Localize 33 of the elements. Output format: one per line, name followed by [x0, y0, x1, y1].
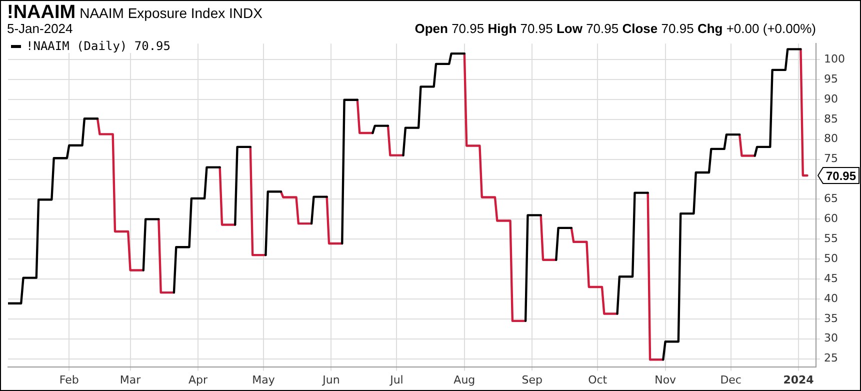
- y-tick-label: 35: [824, 312, 838, 325]
- x-tick-label: Apr: [188, 373, 208, 386]
- y-tick-label: 90: [824, 92, 838, 106]
- x-tick-label: Mar: [120, 373, 142, 386]
- y-tick-label: 85: [824, 112, 838, 126]
- text: Open 70.95 High 70.95 Low 70.95 Close 70.95 Chg +0.00 (+0.00%): [414, 21, 816, 36]
- chart-subtitle: NAAIM Exposure Index INDX: [80, 5, 262, 21]
- x-tick-label: Nov: [654, 373, 677, 386]
- x-tick-label: Jul: [389, 373, 404, 386]
- annotation: 70.95: [826, 168, 856, 183]
- y-tick-label: 95: [824, 72, 838, 86]
- y-tick-label: 80: [824, 132, 838, 146]
- x-tick-label: Feb: [59, 373, 79, 386]
- y-tick-label: 40: [824, 292, 838, 305]
- y-tick-label: 60: [824, 212, 838, 226]
- x-tick-label: Sep: [522, 373, 542, 386]
- x-tick-label: Jun: [322, 373, 340, 386]
- text: 5-Jan-2024: [7, 21, 73, 36]
- y-tick-label: 30: [824, 332, 838, 345]
- x-tick-label: Oct: [588, 373, 608, 386]
- legend-label: !NAAIM (Daily) 70.95: [26, 39, 170, 53]
- y-tick-label: 75: [824, 152, 838, 166]
- y-tick-label: 100: [824, 52, 845, 66]
- y-tick-label: 55: [824, 232, 838, 245]
- y-tick-label: 25: [824, 352, 838, 365]
- x-tick-label: May: [252, 373, 276, 386]
- x-tick-label: Aug: [454, 373, 476, 386]
- x-tick-label: Dec: [720, 373, 742, 386]
- y-tick-label: 50: [824, 252, 838, 265]
- y-tick-label: 45: [824, 272, 838, 285]
- y-tick-label: 65: [824, 192, 838, 206]
- x-tick-label: 2024: [783, 373, 814, 386]
- chart-title: !NAAIM: [7, 2, 76, 23]
